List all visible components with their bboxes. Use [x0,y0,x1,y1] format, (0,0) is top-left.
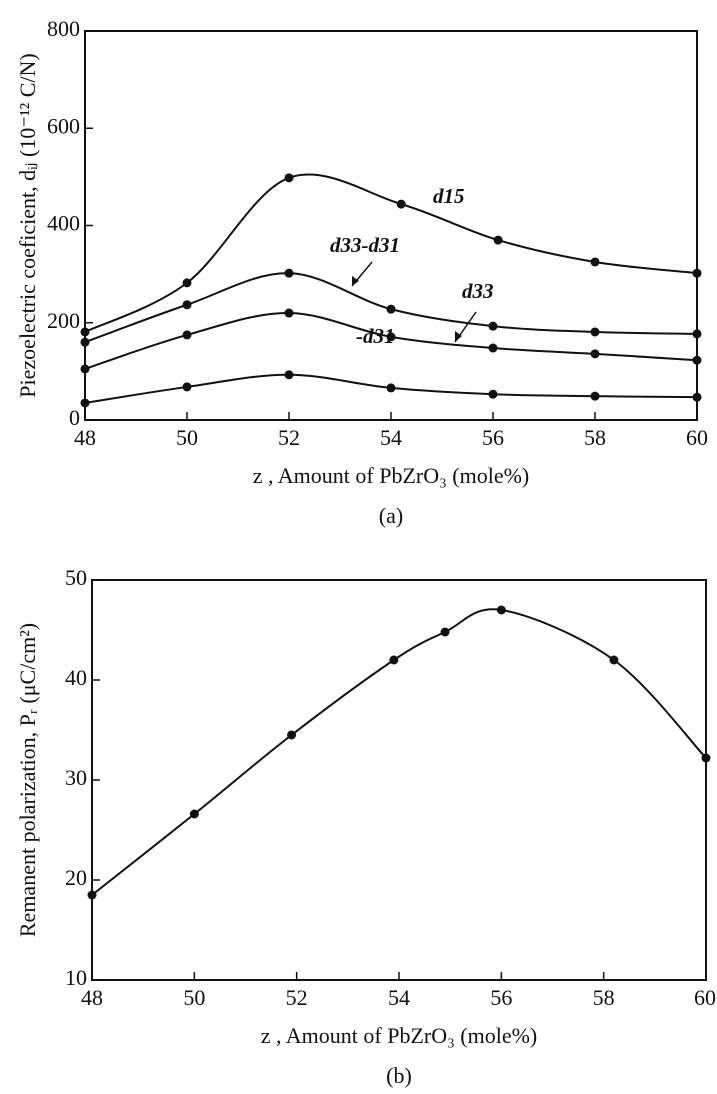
x-axis-label: z , Amount of PbZrO₃ (mole%) [261,1023,538,1048]
data-point [182,278,192,288]
data-point [182,300,192,310]
y-tick-label: 400 [47,211,80,236]
data-point [493,235,503,245]
series-label: -d31 [356,324,395,348]
data-point [80,364,90,374]
x-tick-label: 60 [694,985,716,1010]
caption: (b) [386,1063,412,1088]
y-tick-label: 200 [47,308,80,333]
data-point [287,730,297,740]
data-point [692,268,702,278]
plot-frame [84,30,698,421]
series-label: d15 [433,184,465,208]
x-tick-label: 48 [74,425,96,450]
data-point [590,349,600,359]
data-point [701,753,711,763]
data-point [182,330,192,340]
data-point [386,383,396,393]
arrow-head [455,331,462,342]
data-point [590,257,600,267]
x-tick-label: 54 [388,985,410,1010]
data-point [80,327,90,337]
data-point [80,398,90,408]
x-tick-label: 54 [380,425,402,450]
data-point [496,605,506,615]
x-tick-label: 48 [81,985,103,1010]
x-tick-label: 58 [593,985,615,1010]
data-point [488,321,498,331]
y-tick-label: 20 [65,865,87,890]
x-tick-label: 50 [183,985,205,1010]
y-tick-label: 30 [65,765,87,790]
x-tick-label: 50 [176,425,198,450]
data-point [189,809,199,819]
x-tick-label: 58 [584,425,606,450]
series-label: d33 [462,279,494,303]
data-point [182,382,192,392]
data-point [488,343,498,353]
data-point [386,304,396,314]
data-point [692,392,702,402]
y-tick-label: 40 [65,665,87,690]
y-axis-label: Remanent polarization, Pᵣ (μC/cm²) [15,623,40,937]
data-point [284,173,294,183]
plot-frame [91,579,707,981]
data-point [692,355,702,365]
caption: (a) [379,503,403,528]
y-tick-label: 600 [47,113,80,138]
data-point [284,268,294,278]
data-point [396,199,406,209]
series-label: d33-d31 [330,233,400,257]
y-tick-label: 800 [47,16,80,41]
x-axis-label: z , Amount of PbZrO₃ (mole%) [253,463,530,488]
x-tick-label: 52 [286,985,308,1010]
x-tick-label: 52 [278,425,300,450]
data-point [284,370,294,380]
x-tick-label: 60 [686,425,708,450]
data-point [488,389,498,399]
data-point [389,655,399,665]
data-point [440,627,450,637]
data-point [590,327,600,337]
data-point [87,890,97,900]
data-point [692,329,702,339]
y-axis-label: Piezoelectric coeficient, dᵢⱼ (10⁻¹² C/N… [15,53,40,397]
data-point [284,308,294,318]
data-point [80,337,90,347]
data-point [590,391,600,401]
x-tick-label: 56 [490,985,512,1010]
curve [91,608,707,896]
data-point [609,655,619,665]
arrow-head [352,276,359,286]
x-tick-label: 56 [482,425,504,450]
y-tick-label: 50 [65,565,87,590]
y-tick-label: 0 [69,405,80,430]
data-point [386,332,396,342]
y-tick-label: 10 [65,965,87,990]
